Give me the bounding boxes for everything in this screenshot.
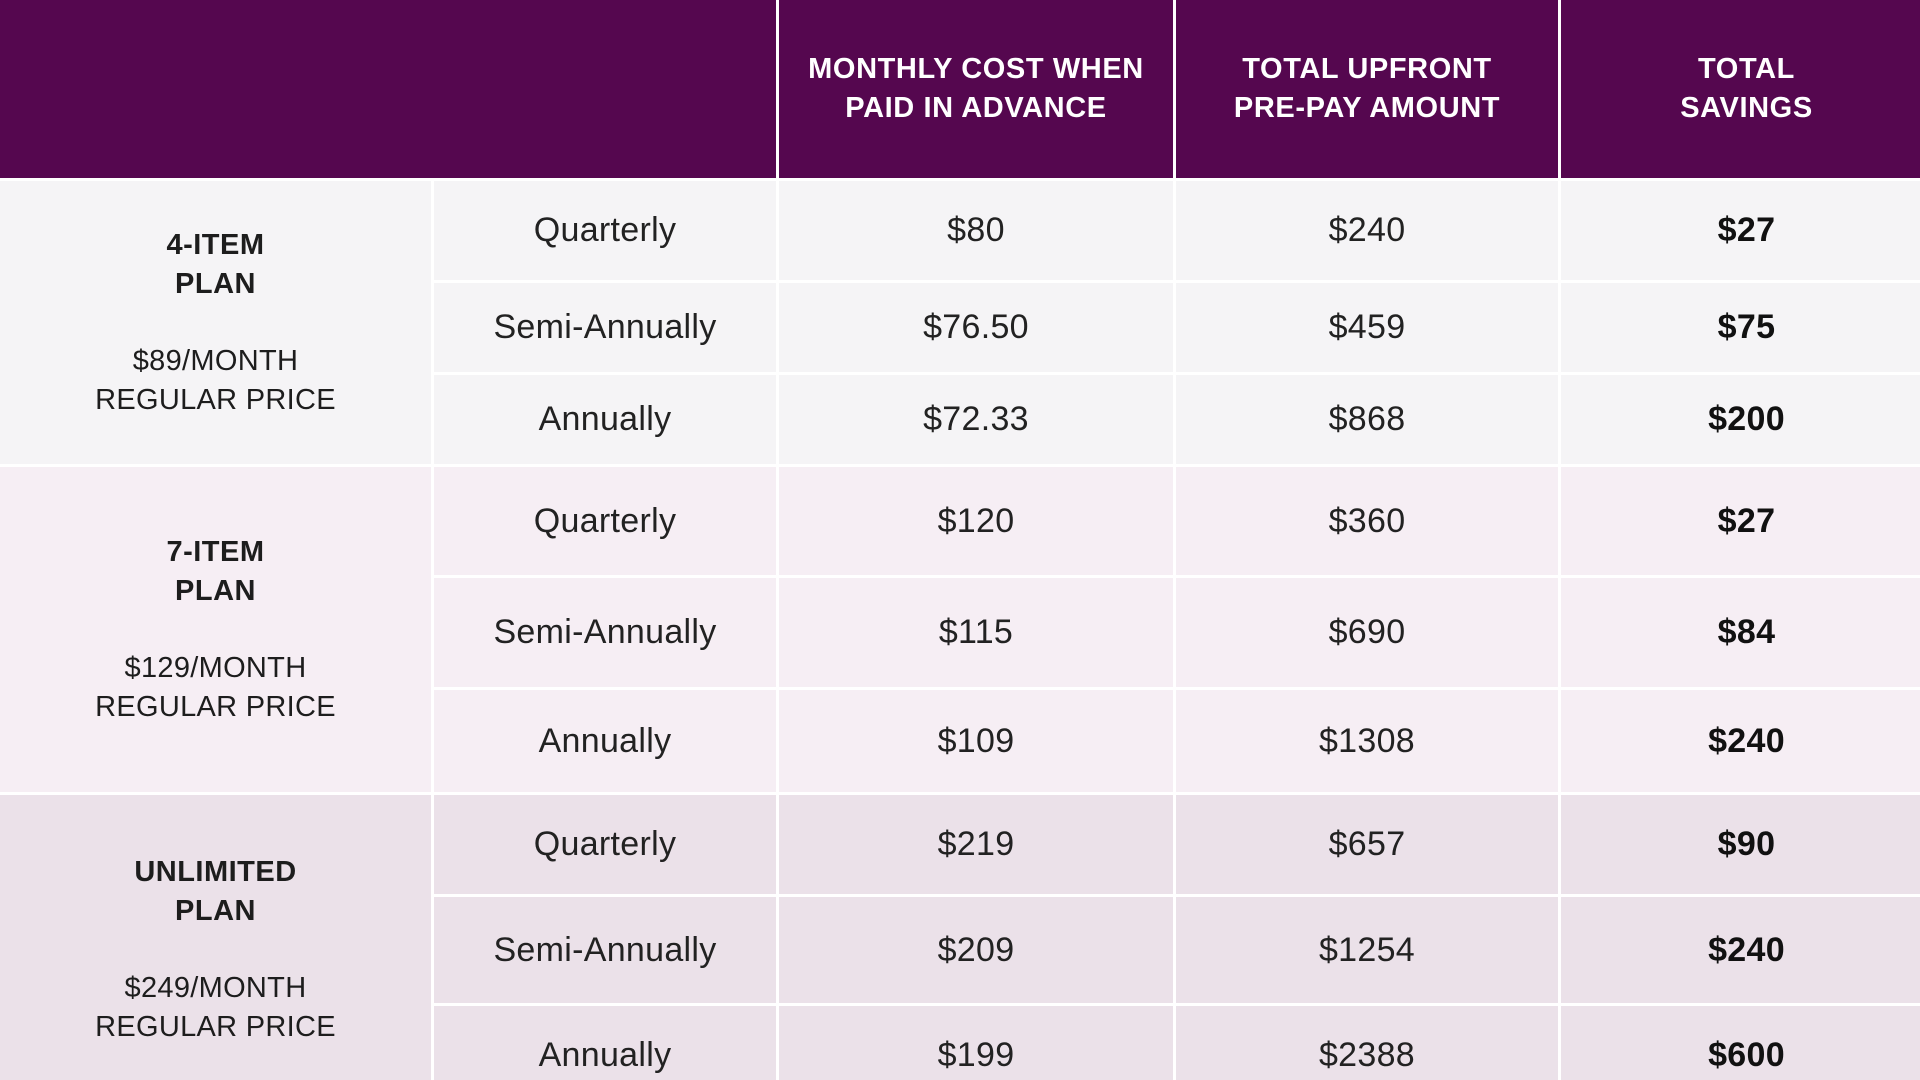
term-cell: Quarterly <box>434 467 776 575</box>
monthly-cost-cell: $120 <box>779 467 1173 575</box>
plan-label-cell: 7-ITEM PLAN $129/MONTH REGULAR PRICE <box>0 467 431 792</box>
savings-cell: $84 <box>1561 578 1920 687</box>
monthly-cost-cell: $109 <box>779 690 1173 792</box>
upfront-amount-cell: $360 <box>1176 467 1558 575</box>
plan-label-cell: UNLIMITED PLAN $249/MONTH REGULAR PRICE <box>0 795 431 1080</box>
term-cell: Annually <box>434 1006 776 1080</box>
monthly-cost-cell: $72.33 <box>779 375 1173 464</box>
savings-cell: $240 <box>1561 897 1920 1003</box>
upfront-amount-cell: $657 <box>1176 795 1558 894</box>
upfront-amount-cell: $690 <box>1176 578 1558 687</box>
savings-cell: $90 <box>1561 795 1920 894</box>
monthly-cost-cell: $80 <box>779 181 1173 280</box>
term-cell: Semi-Annually <box>434 578 776 687</box>
term-cell: Semi-Annually <box>434 283 776 372</box>
upfront-amount-cell: $2388 <box>1176 1006 1558 1080</box>
plan-regular-price: $129/MONTH REGULAR PRICE <box>95 651 336 723</box>
term-cell: Quarterly <box>434 181 776 280</box>
term-cell: Annually <box>434 375 776 464</box>
savings-cell: $600 <box>1561 1006 1920 1080</box>
header-total-savings: TOTAL SAVINGS <box>1561 0 1920 178</box>
header-empty-cell <box>0 0 776 178</box>
plan-name: 4-ITEM PLAN <box>166 228 265 300</box>
plan-label-cell: 4-ITEM PLAN $89/MONTH REGULAR PRICE <box>0 181 431 464</box>
monthly-cost-cell: $76.50 <box>779 283 1173 372</box>
upfront-amount-cell: $240 <box>1176 181 1558 280</box>
savings-cell: $27 <box>1561 181 1920 280</box>
term-cell: Annually <box>434 690 776 792</box>
monthly-cost-cell: $115 <box>779 578 1173 687</box>
header-monthly-cost: MONTHLY COST WHEN PAID IN ADVANCE <box>779 0 1173 178</box>
header-upfront-amount: TOTAL UPFRONT PRE-PAY AMOUNT <box>1176 0 1558 178</box>
plan-regular-price: $249/MONTH REGULAR PRICE <box>95 972 336 1043</box>
plan-name: UNLIMITED PLAN <box>134 856 297 927</box>
monthly-cost-cell: $209 <box>779 897 1173 1003</box>
plan-name: 7-ITEM PLAN <box>166 535 265 607</box>
upfront-amount-cell: $1308 <box>1176 690 1558 792</box>
upfront-amount-cell: $868 <box>1176 375 1558 464</box>
upfront-amount-cell: $459 <box>1176 283 1558 372</box>
term-cell: Quarterly <box>434 795 776 894</box>
monthly-cost-cell: $199 <box>779 1006 1173 1080</box>
upfront-amount-cell: $1254 <box>1176 897 1558 1003</box>
monthly-cost-cell: $219 <box>779 795 1173 894</box>
savings-cell: $240 <box>1561 690 1920 792</box>
term-cell: Semi-Annually <box>434 897 776 1003</box>
savings-cell: $200 <box>1561 375 1920 464</box>
savings-cell: $27 <box>1561 467 1920 575</box>
plan-regular-price: $89/MONTH REGULAR PRICE <box>95 344 336 416</box>
savings-cell: $75 <box>1561 283 1920 372</box>
